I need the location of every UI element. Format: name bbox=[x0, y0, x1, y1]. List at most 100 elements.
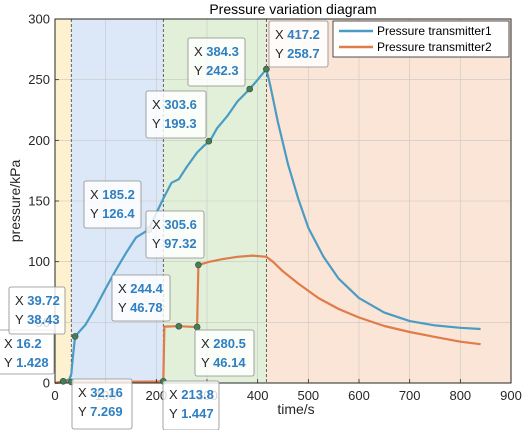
datatip-x-label: X bbox=[15, 293, 27, 308]
datatip-x-value: 305.6 bbox=[164, 217, 197, 232]
datatip-y-value: 126.4 bbox=[102, 206, 135, 221]
y-tick-label: 0 bbox=[43, 376, 50, 391]
chart-title: Pressure variation diagram bbox=[209, 1, 376, 17]
datatip-marker bbox=[193, 323, 201, 331]
datatip-y-value: 1.428 bbox=[16, 355, 49, 370]
datatip-marker bbox=[175, 322, 183, 330]
datatip-x-row: X 32.16 bbox=[78, 385, 123, 400]
datatip-box bbox=[162, 380, 220, 430]
datatip-x-value: 32.16 bbox=[90, 385, 123, 400]
datatip-marker bbox=[263, 65, 270, 73]
datatip-x-row: X 384.3 bbox=[194, 44, 239, 59]
datatip-x-value: 417.2 bbox=[287, 27, 320, 42]
series-line-2 bbox=[54, 254, 481, 385]
datatip-y-row: Y 126.4 bbox=[90, 206, 135, 221]
datatip-y-row: Y 46.14 bbox=[201, 355, 246, 370]
datatip-x-value: 213.8 bbox=[181, 387, 214, 402]
x-tick-label: 200 bbox=[145, 388, 167, 403]
datatip-x-label: X bbox=[194, 44, 206, 59]
x-tick-label: 500 bbox=[297, 388, 319, 403]
legend-box bbox=[332, 20, 510, 58]
datatip-y-label: Y bbox=[152, 236, 164, 251]
datatip-y-value: 46.14 bbox=[213, 355, 246, 370]
datatip-x-row: X 417.2 bbox=[275, 27, 320, 42]
datatip-box bbox=[145, 90, 207, 139]
datatip-x-value: 16.2 bbox=[16, 336, 41, 351]
datatip-y-label: Y bbox=[275, 46, 287, 61]
datatip-x-value: 244.4 bbox=[130, 281, 163, 296]
datatip: X 303.6 Y 199.3 bbox=[145, 90, 207, 139]
datatip: X 185.2 Y 126.4 bbox=[83, 180, 142, 229]
datatip-x-value: 303.6 bbox=[164, 97, 197, 112]
datatip-x-row: X 39.72 bbox=[15, 293, 60, 308]
x-tick-label: 900 bbox=[500, 388, 522, 403]
datatip-y-label: Y bbox=[169, 406, 181, 421]
datatip-y-value: 1.447 bbox=[181, 406, 214, 421]
datatip: X 32.16Y 7.269 bbox=[71, 378, 133, 430]
datatip-x-row: X 303.6 bbox=[152, 97, 197, 112]
datatip-box bbox=[71, 378, 133, 430]
datatip-y-row: Y 199.3 bbox=[152, 116, 197, 131]
datatip-x-row: X 280.5 bbox=[201, 336, 246, 351]
datatip-y-label: Y bbox=[90, 206, 102, 221]
datatip-y-label: Y bbox=[4, 355, 16, 370]
datatip-x-value: 39.72 bbox=[27, 293, 60, 308]
datatip: X 417.2 Y 258.7 bbox=[268, 20, 329, 68]
datatip: X 16.2Y 1.428 bbox=[0, 329, 55, 375]
datatip-x-value: 384.3 bbox=[206, 44, 239, 59]
datatip-x-label: X bbox=[90, 187, 102, 202]
datatip-y-value: 46.78 bbox=[130, 300, 163, 315]
datatip-y-row: Y 258.7 bbox=[275, 46, 320, 61]
datatip-y-row: Y 1.447 bbox=[169, 406, 214, 421]
datatip-marker bbox=[195, 261, 202, 269]
x-tick-label: 600 bbox=[348, 388, 370, 403]
y-tick-label: 250 bbox=[28, 72, 50, 87]
datatip-y-row: Y 38.43 bbox=[15, 312, 60, 327]
y-tick-label: 300 bbox=[28, 12, 50, 27]
datatip-x-label: X bbox=[118, 281, 130, 296]
y-axis-label: pressure/kPa bbox=[7, 160, 23, 243]
datatip-y-label: Y bbox=[194, 63, 206, 78]
datatip-marker bbox=[205, 137, 213, 145]
datatip-y-row: Y 46.78 bbox=[118, 300, 163, 315]
x-tick-label: 400 bbox=[247, 388, 269, 403]
datatip-x-label: X bbox=[152, 217, 164, 232]
datatip-x-row: X 16.2 bbox=[4, 336, 42, 351]
datatip-x-row: X 213.8 bbox=[169, 387, 214, 402]
datatip-box bbox=[8, 286, 66, 335]
datatip-box bbox=[83, 180, 142, 229]
datatip: X 213.8Y 1.447 bbox=[162, 380, 220, 430]
datatip-x-row: X 305.6 bbox=[152, 217, 197, 232]
datatip-marker bbox=[71, 333, 79, 340]
datatip-box bbox=[268, 20, 329, 68]
y-tick-label: 200 bbox=[28, 133, 50, 148]
datatip: X 384.3Y 242.3 bbox=[187, 37, 246, 87]
datatip: X 280.5 Y 46.14 bbox=[194, 329, 255, 377]
x-axis-label: time/s bbox=[277, 401, 314, 417]
datatip-x-label: X bbox=[169, 387, 181, 402]
datatip-box bbox=[145, 210, 205, 259]
series-line-1 bbox=[54, 67, 481, 385]
legend[interactable]: Pressure transmitter1 Pressure transmitt… bbox=[332, 20, 510, 58]
datatip-x-label: X bbox=[201, 336, 213, 351]
datatip-box bbox=[187, 37, 246, 87]
datatip-y-row: Y 97.32 bbox=[152, 236, 197, 251]
legend-label-series-2: Pressure transmitter2 bbox=[377, 40, 492, 54]
datatip: X 244.4Y 46.78 bbox=[111, 274, 171, 322]
datatip-x-row: X 185.2 bbox=[90, 187, 135, 202]
legend-label-series-1: Pressure transmitter1 bbox=[377, 24, 492, 38]
datatip-x-label: X bbox=[4, 336, 16, 351]
datatip-box bbox=[194, 329, 255, 377]
y-tick-label: 100 bbox=[28, 254, 50, 269]
datatip-x-row: X 244.4 bbox=[118, 281, 164, 296]
x-tick-label: 0 bbox=[51, 388, 58, 403]
datatip-y-label: Y bbox=[201, 355, 213, 370]
datatip-y-row: Y 1.428 bbox=[4, 355, 49, 370]
datatip-y-label: Y bbox=[118, 300, 130, 315]
datatip-y-value: 97.32 bbox=[164, 236, 197, 251]
datatip-y-value: 242.3 bbox=[206, 63, 239, 78]
datatip-x-label: X bbox=[152, 97, 164, 112]
datatip-marker bbox=[246, 85, 254, 93]
datatip-x-label: X bbox=[78, 385, 90, 400]
